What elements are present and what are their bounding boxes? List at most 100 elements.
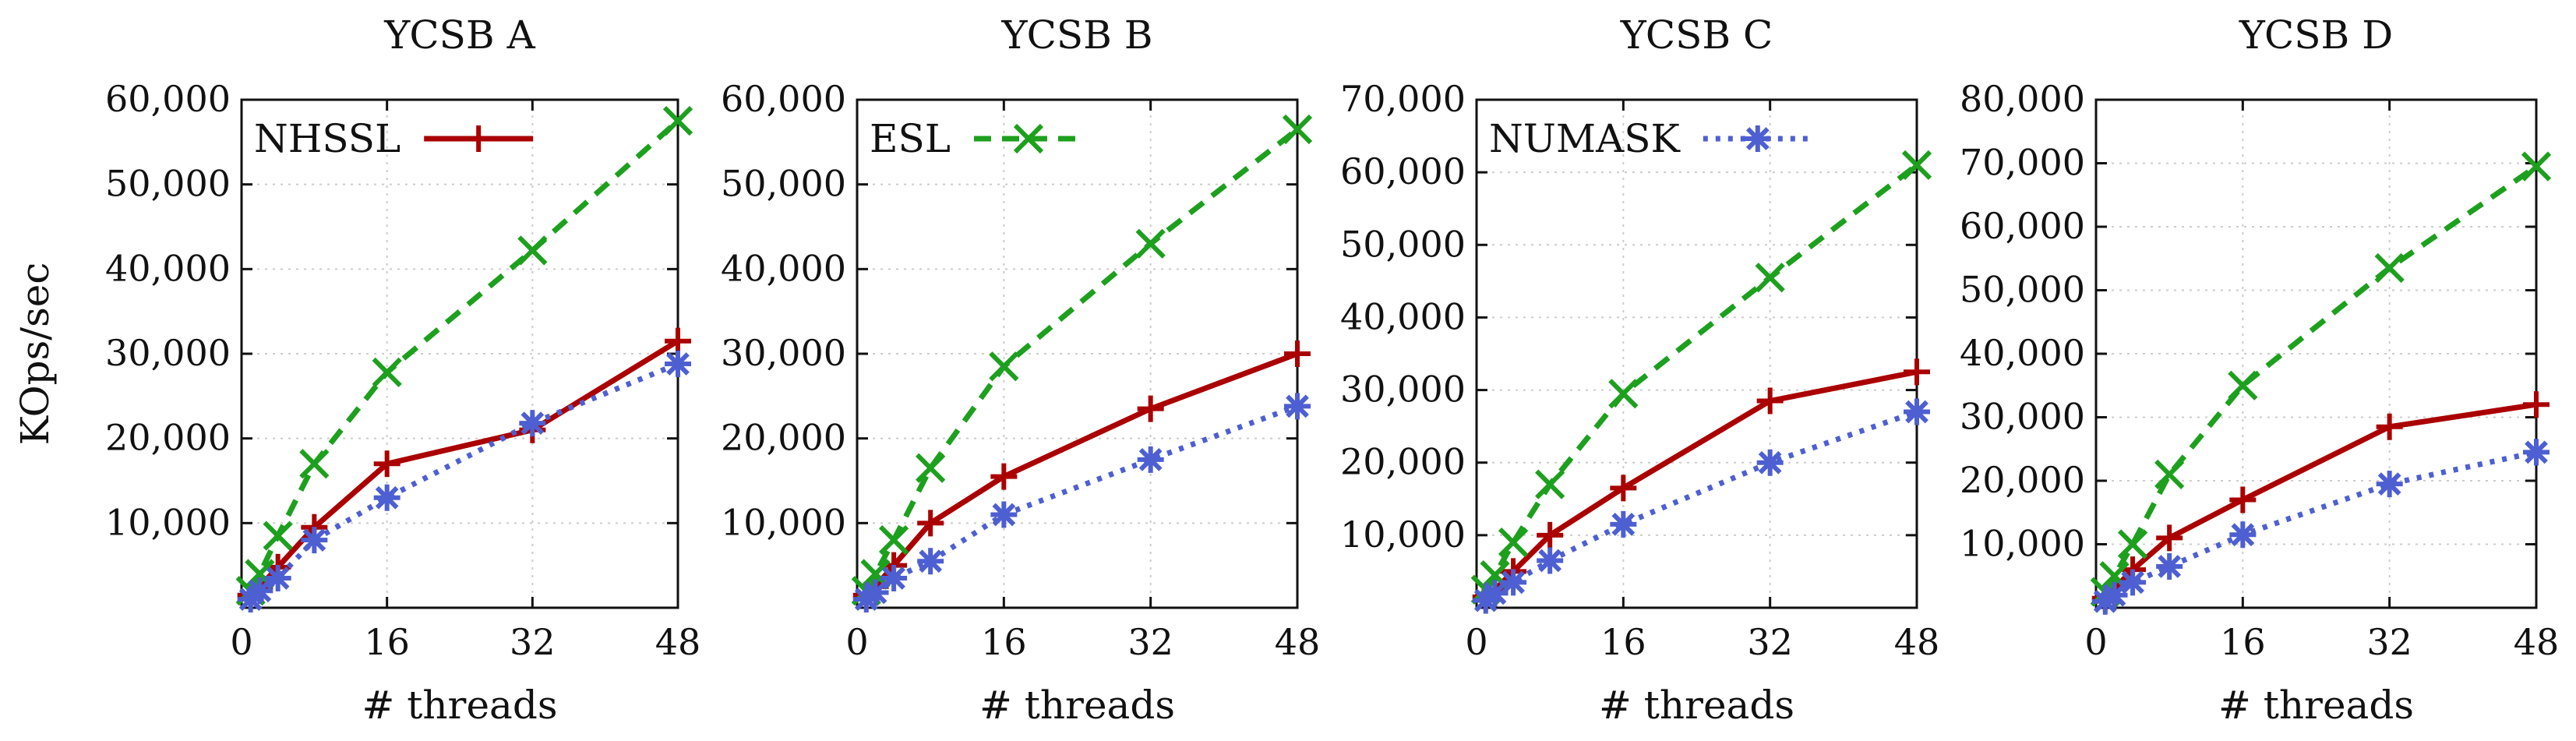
y-tick-label: 20,000 — [1340, 441, 1466, 483]
data-point-esl — [372, 357, 402, 388]
data-point-numask — [1537, 547, 1564, 574]
x-tick-label: 32 — [1127, 621, 1173, 663]
data-point-numask — [1500, 569, 1527, 596]
x-tick-label: 0 — [2084, 621, 2107, 663]
chart-title: YCSB C — [1620, 12, 1773, 58]
data-point-esl — [517, 235, 548, 266]
data-point-numask — [2156, 553, 2183, 580]
legend: NHSSL — [254, 116, 534, 161]
series-line-numask — [249, 361, 679, 602]
data-point-numask — [2523, 439, 2550, 466]
data-point-numask — [2101, 581, 2128, 609]
x-tick-label: 0 — [230, 621, 252, 663]
data-point-nhssl — [2376, 413, 2403, 440]
data-point-esl — [878, 524, 909, 556]
data-point-esl — [299, 449, 330, 479]
y-tick-label: 50,000 — [105, 163, 231, 205]
x-tick-label: 0 — [1465, 621, 1487, 663]
data-point-esl — [1498, 528, 1529, 558]
data-point-numask — [301, 527, 328, 554]
data-point-nhssl — [2523, 391, 2550, 418]
chart-panel-3: 10,000 20,000 30,000 40,000 50,000 60,000 70,0… — [1340, 12, 1939, 728]
data-point-esl — [1608, 379, 1639, 409]
legend-label: ESL — [870, 116, 951, 161]
x-axis-label: # threads — [362, 683, 557, 728]
y-tick-label: 40,000 — [721, 247, 846, 289]
y-tick-label: 40,000 — [105, 247, 231, 289]
data-point-numask — [519, 410, 546, 437]
data-point-numask — [2119, 569, 2147, 596]
y-tick-label: 40,000 — [1960, 332, 2085, 374]
y-tick-label: 70,000 — [1960, 142, 2085, 184]
data-point-numask — [246, 577, 273, 605]
x-tick-label: 16 — [1600, 621, 1646, 663]
chart-title: YCSB D — [2239, 12, 2393, 58]
data-point-nhssl — [1537, 521, 1564, 549]
data-point-esl — [2117, 529, 2148, 559]
data-point-numask — [1481, 580, 1509, 607]
data-point-nhssl — [917, 510, 944, 537]
data-point-esl — [2521, 151, 2552, 182]
legend-marker — [1744, 125, 1771, 152]
data-point-numask — [1284, 393, 1311, 420]
data-point-numask — [880, 564, 908, 591]
x-tick-label: 32 — [510, 621, 556, 663]
legend: NUMASK — [1489, 116, 1812, 161]
data-point-nhssl — [990, 463, 1018, 490]
chart-panel-4: 10,000 20,000 30,000 40,000 50,000 60,000 70,0… — [1960, 12, 2559, 728]
plot-frame — [1475, 98, 1918, 609]
x-tick-label: 48 — [1275, 621, 1321, 663]
data-point-numask — [862, 579, 889, 606]
data-point-esl — [2374, 252, 2405, 284]
y-tick-label: 60,000 — [721, 78, 846, 120]
data-point-nhssl — [2156, 524, 2183, 552]
x-axis-label: # threads — [979, 683, 1175, 728]
x-axis-label: # threads — [2218, 683, 2414, 728]
y-tick-label: 40,000 — [1340, 295, 1466, 337]
x-tick-label: 48 — [655, 621, 701, 663]
data-point-nhssl — [1756, 387, 1784, 415]
y-tick-label: 10,000 — [1960, 523, 2085, 565]
y-tick-label: 10,000 — [1340, 513, 1466, 556]
legend-marker — [465, 125, 492, 152]
data-point-numask — [373, 484, 401, 511]
chart-panel-2: 10,000 20,000 30,000 40,000 50,000 60,000 0 16 3… — [721, 12, 1320, 728]
y-tick-label: 50,000 — [1340, 223, 1466, 265]
data-point-esl — [263, 520, 293, 551]
data-point-numask — [1756, 449, 1784, 476]
y-tick-label: 70,000 — [1340, 78, 1466, 120]
y-tick-label: 20,000 — [105, 417, 231, 459]
data-point-nhssl — [1284, 341, 1311, 367]
data-point-numask — [2376, 471, 2403, 498]
data-point-numask — [917, 548, 944, 575]
x-tick-label: 16 — [981, 621, 1027, 663]
chart-title: YCSB A — [383, 12, 535, 58]
x-tick-label: 0 — [845, 621, 868, 663]
data-point-esl — [662, 106, 693, 136]
legend-label: NUMASK — [1489, 116, 1681, 161]
y-tick-label: 60,000 — [1960, 205, 2085, 247]
x-tick-label: 16 — [364, 621, 410, 663]
data-point-esl — [1755, 263, 1785, 293]
x-tick-label: 32 — [2366, 621, 2412, 663]
data-point-numask — [264, 564, 291, 591]
x-tick-label: 48 — [1894, 621, 1940, 663]
data-point-esl — [2154, 459, 2185, 489]
x-tick-label: 32 — [1747, 621, 1793, 663]
y-tick-label: 50,000 — [721, 163, 846, 205]
data-point-nhssl — [1610, 475, 1637, 502]
data-point-numask — [990, 501, 1018, 528]
data-point-nhssl — [2229, 486, 2257, 513]
legend-label: NHSSL — [254, 116, 401, 161]
y-tick-label: 10,000 — [721, 501, 846, 543]
data-point-esl — [1135, 228, 1166, 259]
x-tick-label: 16 — [2220, 621, 2266, 663]
data-point-esl — [2228, 370, 2258, 400]
data-point-esl — [1535, 469, 1565, 499]
data-point-esl — [989, 351, 1019, 382]
legend-marker — [1013, 123, 1044, 154]
y-tick-label: 30,000 — [721, 332, 846, 374]
y-tick-label: 60,000 — [1340, 150, 1466, 192]
chart-title: YCSB B — [1000, 12, 1152, 58]
